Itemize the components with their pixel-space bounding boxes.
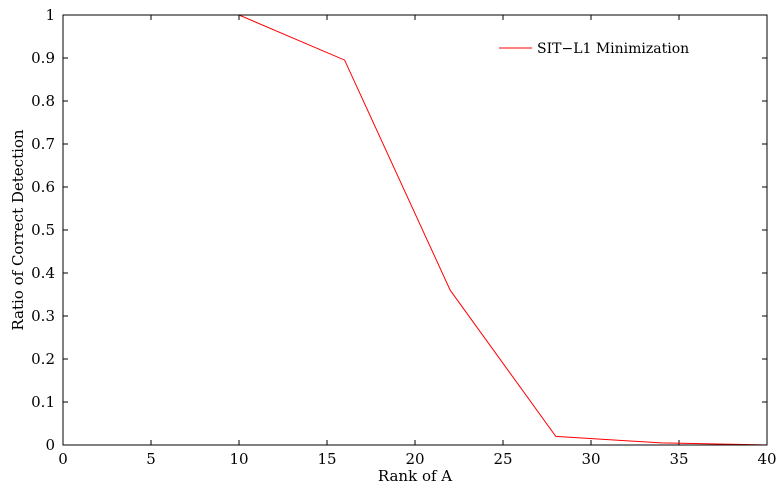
y-axis-label: Ratio of Correct Detection <box>9 129 27 331</box>
y-tick-label: 0.8 <box>31 92 55 110</box>
x-axis-ticks: 0 5 10 15 20 25 30 35 40 <box>58 15 777 468</box>
y-tick-label: 0.2 <box>31 350 55 368</box>
series-line <box>133 14 768 446</box>
y-tick-label: 0.4 <box>31 264 55 282</box>
legend: SIT−L1 Minimization <box>499 41 689 57</box>
y-tick-label: 0 <box>45 436 55 454</box>
x-tick-label: 5 <box>146 450 156 468</box>
x-tick-label: 15 <box>317 450 336 468</box>
x-tick-label: 30 <box>581 450 600 468</box>
y-tick-label: 0.9 <box>31 49 55 67</box>
y-tick-label: 0.5 <box>31 221 55 239</box>
legend-label: SIT−L1 Minimization <box>537 41 689 57</box>
series-layer <box>133 14 768 446</box>
y-tick-label: 0.3 <box>31 307 55 325</box>
x-tick-label: 0 <box>58 450 68 468</box>
x-tick-label: 10 <box>229 450 248 468</box>
y-tick-label: 0.6 <box>31 178 55 196</box>
x-tick-label: 35 <box>669 450 688 468</box>
y-tick-label: 0.1 <box>31 393 55 411</box>
y-tick-label: 1 <box>45 6 55 24</box>
y-tick-label: 0.7 <box>31 135 55 153</box>
x-axis-label: Rank of A <box>378 467 452 485</box>
x-tick-label: 40 <box>757 450 776 468</box>
y-axis-ticks: 0 0.1 0.2 0.3 0.4 0.5 0.6 0.7 0.8 0.9 1 <box>31 6 767 454</box>
x-tick-label: 25 <box>493 450 512 468</box>
plot-frame <box>62 14 768 446</box>
x-tick-label: 20 <box>405 450 424 468</box>
